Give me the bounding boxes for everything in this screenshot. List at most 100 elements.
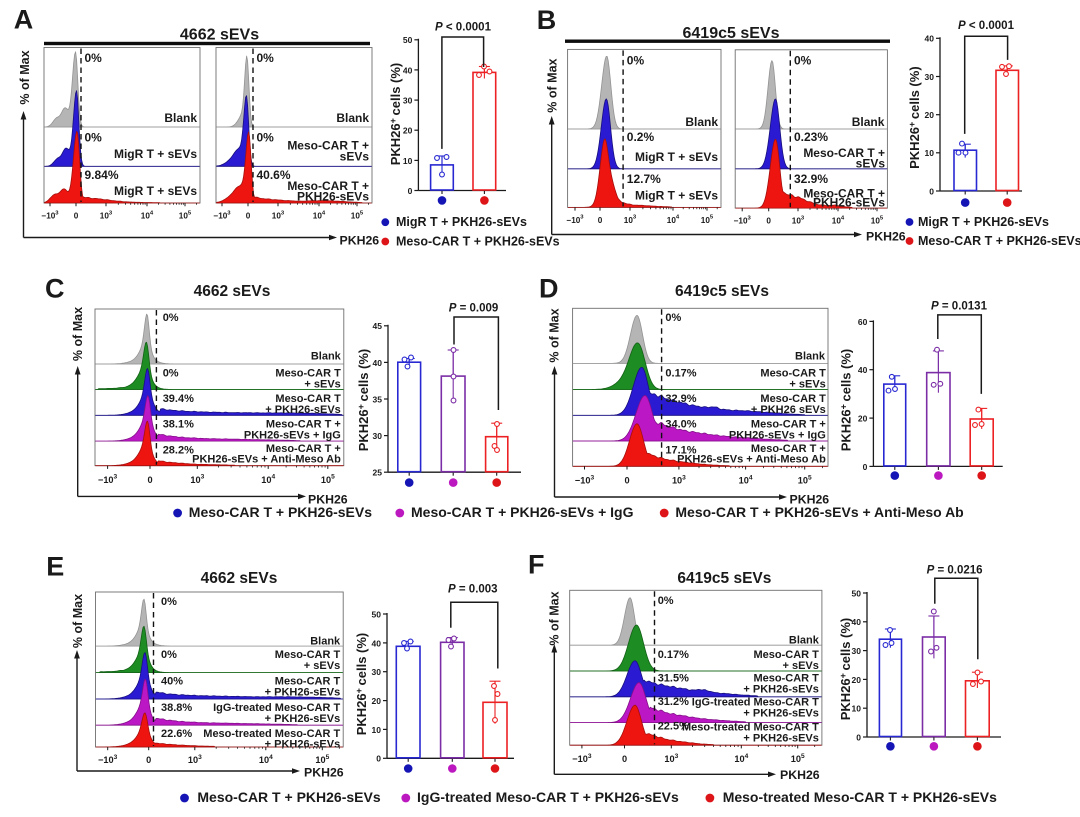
- svg-text:10: 10: [925, 148, 935, 158]
- svg-text:40.6%: 40.6%: [257, 168, 291, 182]
- svg-text:20: 20: [925, 110, 935, 120]
- svg-text:PKH26-sEVs + IgG: PKH26-sEVs + IgG: [729, 430, 826, 442]
- svg-text:103: 103: [664, 753, 678, 764]
- svg-text:PKH26-sEVs + IgG: PKH26-sEVs + IgG: [244, 430, 341, 442]
- svg-text:6419c5 sEVs: 6419c5 sEVs: [683, 25, 780, 42]
- svg-text:30: 30: [852, 646, 862, 656]
- svg-text:+ PKH26-sEVs: + PKH26-sEVs: [743, 708, 819, 720]
- svg-text:0: 0: [246, 212, 251, 221]
- svg-text:104: 104: [734, 753, 748, 764]
- svg-text:20: 20: [858, 414, 868, 424]
- svg-text:0%: 0%: [627, 54, 645, 68]
- svg-text:Meso-CAR T: Meso-CAR T: [760, 368, 826, 380]
- svg-text:40: 40: [852, 617, 862, 627]
- svg-text:Meso-CAR T +: Meso-CAR T +: [287, 139, 369, 153]
- svg-text:Blank: Blank: [852, 115, 885, 129]
- svg-text:PKH26: PKH26: [304, 766, 344, 780]
- svg-text:0%: 0%: [658, 595, 674, 607]
- svg-text:4662 sEVs: 4662 sEVs: [180, 27, 259, 44]
- svg-text:P < 0.0001: P < 0.0001: [958, 20, 1015, 32]
- svg-text:Meso-CAR T + PKH26-sEVs: Meso-CAR T + PKH26-sEVs: [396, 235, 560, 249]
- svg-text:28.2%: 28.2%: [163, 445, 194, 457]
- svg-text:MigR T + sEVs: MigR T + sEVs: [114, 184, 197, 198]
- svg-text:6419c5 sEVs: 6419c5 sEVs: [675, 283, 769, 300]
- svg-text:17.1%: 17.1%: [665, 445, 696, 457]
- svg-text:Meso-CAR T: Meso-CAR T: [754, 649, 820, 661]
- svg-text:30: 30: [373, 431, 383, 441]
- svg-text:22.5%: 22.5%: [658, 721, 689, 733]
- svg-text:4662 sEVs: 4662 sEVs: [194, 283, 271, 300]
- svg-text:22.6%: 22.6%: [161, 728, 192, 740]
- svg-text:+ PKH26-sEVs: + PKH26-sEVs: [265, 687, 341, 699]
- svg-text:0%: 0%: [257, 131, 275, 145]
- svg-text:+ PKH26-sEVs: + PKH26-sEVs: [743, 684, 819, 696]
- svg-text:IgG-treated Meso-CAR T: IgG-treated Meso-CAR T: [692, 697, 819, 709]
- svg-text:50: 50: [852, 588, 862, 598]
- svg-text:0: 0: [622, 754, 627, 764]
- svg-text:0: 0: [929, 186, 934, 196]
- svg-text:20: 20: [372, 696, 382, 706]
- svg-text:Meso-CAR T: Meso-CAR T: [275, 649, 341, 661]
- svg-text:PKH26-sEVs: PKH26-sEVs: [297, 190, 369, 204]
- svg-text:104: 104: [313, 210, 326, 220]
- svg-text:MigR T + sEVs: MigR T + sEVs: [114, 147, 197, 161]
- svg-text:P = 0.003: P = 0.003: [448, 584, 498, 596]
- svg-text:+ sEVs: + sEVs: [783, 660, 819, 672]
- svg-text:4662 sEVs: 4662 sEVs: [201, 570, 278, 587]
- svg-text:B: B: [537, 5, 557, 35]
- svg-text:PKH26: PKH26: [308, 492, 348, 506]
- svg-text:0: 0: [624, 476, 629, 486]
- svg-text:PKH26+ cells (%): PKH26+ cells (%): [907, 66, 922, 169]
- svg-text:Meso-treated Meso-CAR T: Meso-treated Meso-CAR T: [203, 728, 340, 740]
- svg-text:0: 0: [74, 212, 79, 221]
- svg-text:Meso-CAR T +: Meso-CAR T +: [266, 443, 341, 455]
- svg-text:104: 104: [667, 215, 680, 225]
- svg-text:Meso-CAR T + PKH26-sEVs: Meso-CAR T + PKH26-sEVs: [189, 504, 372, 520]
- svg-text:sEVs: sEVs: [340, 150, 370, 164]
- svg-text:105: 105: [798, 474, 812, 485]
- svg-text:sEVs: sEVs: [856, 157, 886, 171]
- svg-text:+ sEVs: + sEVs: [789, 379, 825, 391]
- svg-text:Meso-CAR T + PKH26-sEVs: Meso-CAR T + PKH26-sEVs: [918, 234, 1080, 248]
- svg-text:25: 25: [373, 468, 383, 478]
- svg-text:Blank: Blank: [685, 115, 718, 129]
- svg-text:38.1%: 38.1%: [163, 419, 194, 431]
- svg-text:PKH26+ cells (%): PKH26+ cells (%): [838, 618, 853, 721]
- svg-text:30: 30: [925, 72, 935, 82]
- svg-text:PKH26: PKH26: [340, 233, 380, 247]
- svg-text:P = 0.0216: P = 0.0216: [927, 565, 983, 577]
- svg-text:103: 103: [672, 474, 686, 485]
- svg-text:PKH26-sEVs: PKH26-sEVs: [813, 195, 885, 209]
- svg-text:Meso-treated Meso-CAR T + PKH2: Meso-treated Meso-CAR T + PKH26-sEVs: [723, 789, 997, 805]
- svg-text:50: 50: [372, 609, 382, 619]
- svg-text:20: 20: [852, 675, 862, 685]
- svg-text:32.9%: 32.9%: [794, 172, 828, 186]
- svg-text:104: 104: [832, 215, 845, 225]
- svg-text:MigR T + sEVs: MigR T + sEVs: [635, 150, 718, 164]
- svg-text:0%: 0%: [257, 51, 275, 65]
- svg-text:Blank: Blank: [789, 635, 820, 647]
- svg-text:% of Max: % of Max: [547, 308, 561, 362]
- svg-text:Blank: Blank: [336, 111, 369, 125]
- svg-text:A: A: [14, 5, 34, 35]
- svg-text:6419c5 sEVs: 6419c5 sEVs: [677, 570, 771, 587]
- svg-text:40: 40: [858, 365, 868, 375]
- svg-text:Meso-CAR T +: Meso-CAR T +: [803, 146, 885, 160]
- svg-text:38.8%: 38.8%: [161, 702, 192, 714]
- svg-text:0%: 0%: [665, 312, 681, 324]
- svg-text:PKH26+ cells (%): PKH26+ cells (%): [838, 349, 853, 452]
- svg-text:0: 0: [376, 754, 381, 764]
- svg-text:12.7%: 12.7%: [627, 172, 661, 186]
- svg-text:% of Max: % of Max: [18, 50, 32, 104]
- svg-text:60: 60: [858, 317, 868, 327]
- svg-text:103: 103: [190, 474, 204, 485]
- svg-text:−103: −103: [98, 754, 118, 765]
- svg-text:105: 105: [791, 753, 805, 764]
- svg-text:−103: −103: [566, 215, 584, 225]
- svg-text:103: 103: [624, 215, 637, 225]
- svg-text:0%: 0%: [163, 368, 179, 380]
- svg-text:−103: −103: [734, 215, 752, 225]
- svg-text:Meso-CAR T: Meso-CAR T: [275, 368, 341, 380]
- svg-text:104: 104: [739, 474, 753, 485]
- svg-text:Meso-CAR T: Meso-CAR T: [275, 393, 341, 405]
